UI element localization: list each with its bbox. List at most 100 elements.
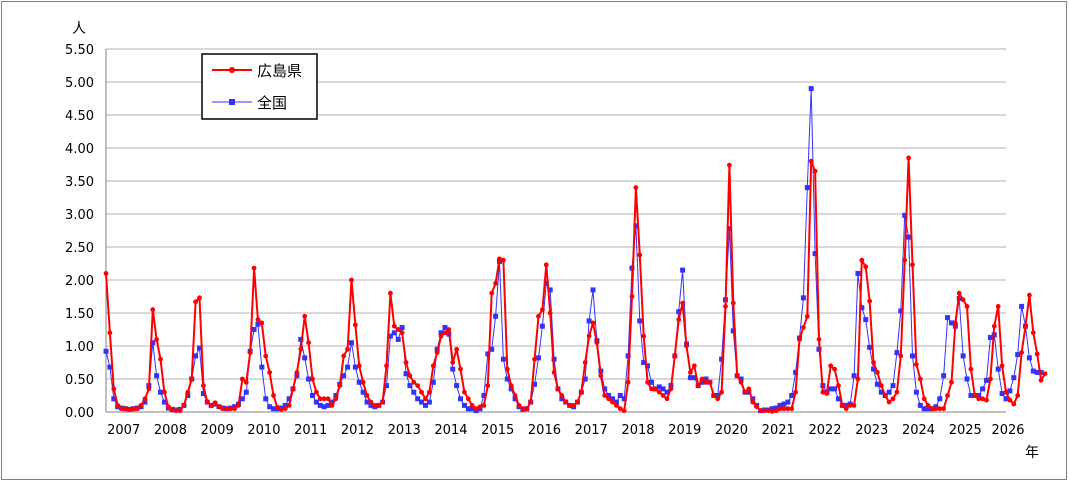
series-group (103, 86, 1048, 414)
data-point (454, 383, 460, 389)
data-point (582, 360, 588, 365)
data-point (789, 393, 795, 398)
data-point (356, 379, 362, 385)
data-point (621, 408, 627, 414)
data-point (672, 353, 678, 359)
data-point (660, 393, 666, 398)
data-point (804, 313, 810, 319)
data-point (485, 351, 491, 357)
series-line (105, 156, 1046, 413)
data-point (154, 337, 160, 342)
data-point (399, 325, 405, 331)
data-point (313, 399, 319, 405)
x-tick-labels: 2007 2008 2009 2010 2011 2012 2013 2014 2015 2016… (107, 423, 1024, 438)
data-point (586, 318, 592, 324)
data-point (832, 366, 837, 372)
data-point (906, 234, 912, 240)
y-tick-label: 2.50 (65, 241, 94, 256)
data-point (964, 304, 970, 309)
x-tick-label: 2026 (991, 423, 1024, 438)
data-point (894, 389, 900, 395)
data-point (197, 345, 203, 351)
data-point (177, 408, 183, 414)
data-point (941, 406, 947, 412)
data-point (384, 383, 390, 389)
data-point (161, 399, 167, 405)
data-point (909, 353, 915, 359)
data-point (937, 396, 943, 402)
data-point (142, 399, 148, 405)
data-point (785, 406, 791, 412)
data-point (442, 330, 448, 336)
data-point (691, 375, 697, 381)
data-point (882, 393, 888, 398)
data-point (984, 397, 989, 403)
data-point (855, 270, 861, 276)
x-tick-label: 2009 (201, 423, 234, 438)
data-point (921, 406, 927, 412)
data-point (976, 396, 982, 402)
data-point (224, 406, 230, 412)
data-point (111, 396, 117, 402)
data-point (656, 384, 662, 390)
data-point (851, 373, 857, 379)
data-point (637, 252, 643, 258)
data-point (995, 304, 1001, 309)
data-point (925, 406, 931, 412)
data-point (680, 267, 686, 273)
data-point (321, 404, 327, 410)
data-point (1023, 323, 1028, 329)
data-point (228, 406, 234, 412)
data-point (738, 379, 744, 385)
data-point (348, 340, 354, 346)
data-point (680, 300, 686, 306)
data-point (263, 353, 269, 359)
data-point (863, 317, 869, 323)
data-point (578, 389, 584, 395)
data-point (921, 396, 927, 402)
data-point (664, 396, 670, 402)
series-0 (103, 155, 1048, 414)
data-point (388, 290, 393, 296)
data-point (360, 389, 366, 395)
data-point (874, 381, 880, 387)
data-point (987, 334, 993, 340)
data-point (325, 396, 331, 402)
data-point (645, 363, 651, 369)
data-point (306, 340, 311, 346)
data-point (430, 379, 436, 385)
data-point (1034, 351, 1040, 357)
data-point (469, 406, 475, 412)
data-point (485, 383, 491, 388)
data-point (473, 406, 479, 412)
data-point (329, 403, 335, 408)
data-point (422, 402, 428, 408)
data-point (352, 322, 358, 328)
data-point (652, 386, 658, 392)
data-point (917, 376, 923, 382)
data-point (984, 377, 990, 383)
data-point (465, 406, 471, 412)
data-point (536, 313, 541, 319)
data-point (691, 363, 697, 369)
x-tick-label: 2019 (668, 423, 701, 438)
data-point (185, 389, 191, 395)
data-point (913, 362, 919, 367)
y-tick-label: 4.50 (65, 109, 94, 124)
data-point (621, 396, 627, 402)
x-tick-label: 2025 (949, 423, 982, 438)
data-point (391, 330, 397, 336)
data-point (259, 320, 265, 326)
data-point (1038, 369, 1044, 375)
data-point (547, 287, 553, 293)
data-point (723, 304, 728, 309)
data-point (111, 386, 117, 392)
data-point (1026, 355, 1032, 361)
data-point (808, 86, 814, 92)
data-point (711, 393, 717, 398)
data-point (243, 389, 249, 395)
data-point (925, 403, 931, 408)
data-point (688, 370, 693, 375)
data-point (103, 271, 109, 276)
data-point (142, 396, 148, 402)
